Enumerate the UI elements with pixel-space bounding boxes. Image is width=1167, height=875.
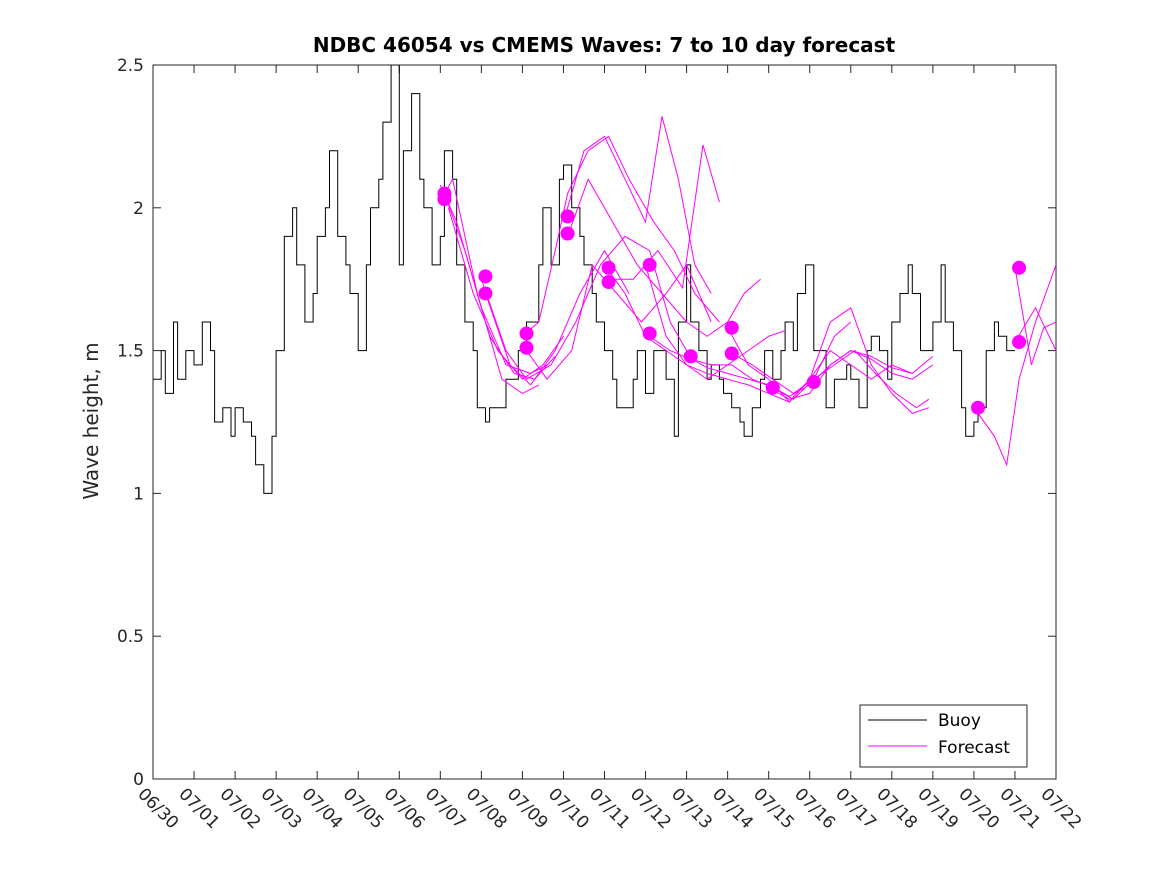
- forecast-series-line: [727, 307, 929, 414]
- forecast-point: [724, 320, 739, 335]
- forecast-series-line: [731, 321, 852, 395]
- forecast-point: [1012, 335, 1027, 350]
- forecast-point: [560, 226, 575, 241]
- forecast-point: [560, 209, 575, 224]
- y-tick-label: 0.5: [117, 627, 144, 647]
- forecast-point: [519, 326, 534, 341]
- y-tick-label: 1.5: [117, 342, 144, 362]
- buoy-series-line: [153, 65, 1015, 494]
- forecast-series-line: [485, 249, 630, 386]
- forecast-point: [519, 340, 534, 355]
- legend-box: [859, 704, 1028, 768]
- forecast-series-line: [973, 264, 1056, 467]
- y-tick-label: 1: [133, 484, 144, 504]
- plot-frame: [152, 64, 1057, 780]
- forecast-point: [765, 380, 780, 395]
- forecast-point: [601, 260, 616, 275]
- legend-forecast-label: Forecast: [938, 738, 1010, 758]
- forecast-series-line: [649, 335, 930, 409]
- y-axis-label: Wave height, m: [79, 342, 103, 499]
- forecast-series-line: [480, 235, 688, 380]
- legend: Buoy Forecast: [859, 704, 1028, 768]
- forecast-point: [478, 286, 493, 301]
- forecast-series-line: [608, 144, 720, 290]
- forecast-series-line: [1014, 267, 1056, 366]
- forecast-point: [971, 400, 986, 415]
- forecast-point: [806, 375, 821, 390]
- forecast-series-line: [1014, 306, 1056, 351]
- y-tick-label: 0: [133, 770, 144, 790]
- y-tick-label: 2.5: [117, 56, 144, 76]
- legend-buoy-label: Buoy: [938, 711, 981, 731]
- forecast-series-line: [768, 350, 913, 400]
- forecast-series-line: [567, 178, 761, 337]
- forecast-point: [724, 346, 739, 361]
- forecast-series-line: [563, 116, 712, 294]
- forecast-point: [601, 275, 616, 290]
- forecast-series-line: [604, 264, 786, 380]
- forecast-point: [478, 269, 493, 284]
- chart-title: NDBC 46054 vs CMEMS Waves: 7 to 10 day f…: [313, 33, 896, 57]
- forecast-point: [642, 326, 657, 341]
- forecast-point: [642, 257, 657, 272]
- forecast-point: [683, 349, 698, 364]
- forecast-series-line: [522, 135, 720, 337]
- forecast-point: [1012, 260, 1027, 275]
- forecast-point: [437, 192, 452, 207]
- y-tick-label: 2: [133, 199, 144, 219]
- forecast-series-line: [526, 263, 712, 381]
